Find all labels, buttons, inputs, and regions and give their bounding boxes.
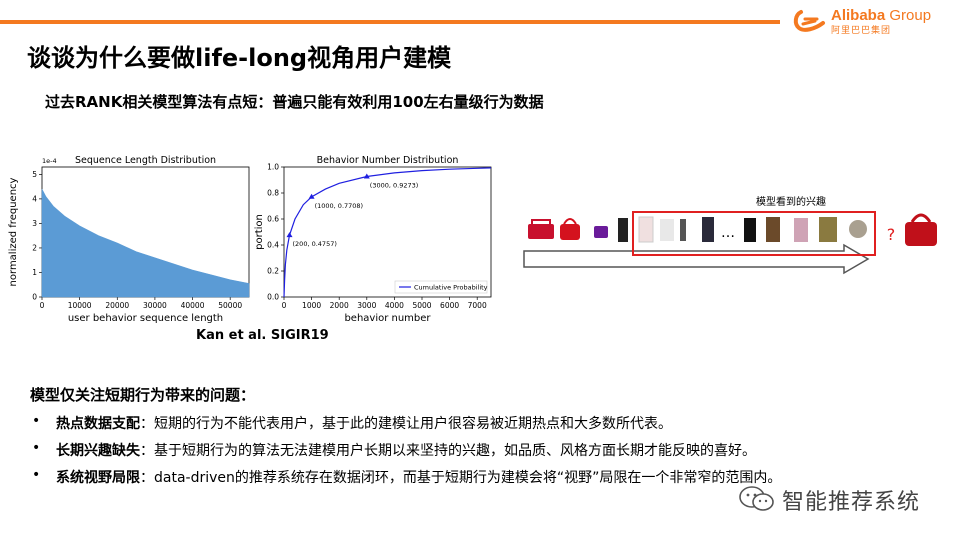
bullet-term: 热点数据支配 — [56, 416, 140, 432]
x-tick-label: 3000 — [357, 301, 376, 310]
watermark-text: 智能推荐系统 — [782, 490, 921, 515]
x-tick-label: 30000 — [143, 301, 167, 310]
sequence-ellipsis: … — [721, 225, 735, 241]
logo-cn-text: 阿里巴巴集团 — [831, 26, 892, 36]
data-point-label: (200, 0.4757) — [293, 240, 337, 248]
data-point-marker — [308, 193, 315, 199]
model-view-highlight-box — [632, 211, 876, 256]
x-axis-label: user behavior sequence length — [68, 313, 223, 324]
x-tick-label: 7000 — [468, 301, 487, 310]
product-thumbnail — [794, 218, 808, 242]
section-heading: 模型仅关注短期行为带来的问题： — [30, 386, 256, 404]
product-thumbnail — [744, 218, 756, 242]
timeline-arrow-icon — [523, 243, 870, 275]
product-thumbnail — [819, 217, 837, 242]
x-tick-label: 4000 — [385, 301, 404, 310]
citation: Kan et al. SIGIR19 — [196, 328, 329, 343]
bullet-term: 长期兴趣缺失 — [56, 443, 140, 459]
bullet-marker: • — [32, 440, 41, 456]
page-title: 谈谈为什么要做life-long视角用户建模 — [27, 44, 452, 72]
data-point-marker — [363, 173, 370, 179]
product-thumbnail — [910, 213, 932, 223]
product-thumbnail — [528, 224, 554, 239]
y-tick-label: 3 — [32, 219, 37, 228]
y-scale-label: 1e-4 — [42, 157, 57, 165]
product-thumbnail — [702, 217, 714, 242]
legend-label: Cumulative Probability — [414, 284, 488, 292]
alibaba-group-logo: Alibaba Group 阿里巴巴集团 — [793, 6, 953, 36]
wechat-icon — [739, 486, 774, 511]
y-tick-label: 1 — [32, 268, 37, 277]
y-tick-label: 0.8 — [267, 189, 279, 198]
x-tick-label: 0 — [40, 301, 45, 310]
chart-title: Behavior Number Distribution — [317, 155, 459, 166]
chart-legend — [394, 280, 488, 294]
y-tick-label: 5 — [32, 170, 37, 179]
product-thumbnail — [560, 224, 580, 240]
plot-frame — [283, 166, 492, 298]
list-item: • 系统视野局限：data-driven的推荐系统存在数据闭环，而基于短期行为建… — [32, 467, 932, 494]
alibaba-logo-icon — [793, 10, 825, 32]
product-thumbnail — [618, 218, 628, 242]
model-interest-label: 模型看到的兴趣 — [756, 195, 826, 208]
logo-group-text: Group — [889, 7, 932, 24]
logo-text: Alibaba — [831, 7, 886, 24]
product-thumbnails — [528, 213, 937, 246]
product-thumbnail — [594, 226, 608, 238]
y-tick-label: 0.4 — [267, 241, 279, 250]
x-axis-label: behavior number — [344, 313, 431, 324]
product-thumbnail — [766, 217, 780, 242]
list-item: • 热点数据支配：短期的行为不能代表用户，基于此的建模让用户很容易被近期热点和大… — [32, 413, 932, 440]
behavior-number-chart: 0 1000 2000 3000 4000 5000 6000 7000 0.0 0.2 0.4 0.… — [252, 150, 497, 325]
x-tick-label: 6000 — [440, 301, 459, 310]
bullet-text: ：data-driven的推荐系统存在数据闭环，而基于短期行为建模会将“视野”局… — [140, 470, 782, 486]
x-tick-label: 10000 — [68, 301, 92, 310]
wechat-watermark: 智能推荐系统 — [738, 482, 938, 516]
y-tick-label: 0.6 — [267, 215, 279, 224]
bullet-marker: • — [32, 413, 41, 429]
y-tick-label: 0.2 — [267, 267, 279, 276]
behavior-sequence-illustration: 模型看到的兴趣 … ? — [522, 192, 942, 277]
x-tick-label: 0 — [282, 301, 287, 310]
bullet-marker: • — [32, 467, 41, 483]
y-tick-label: 0.0 — [267, 293, 279, 302]
product-thumbnail — [638, 216, 654, 243]
distribution-area — [41, 188, 250, 298]
bullet-text: ：基于短期行为的算法无法建模用户长期以来坚持的兴趣，如品质、风格方面长期才能反映… — [140, 443, 756, 459]
product-thumbnail — [563, 218, 577, 225]
x-tick-label: 1000 — [302, 301, 321, 310]
prediction-question-mark: ? — [887, 225, 896, 244]
product-thumbnail — [680, 219, 686, 241]
slide-subtitle: 过去RANK相关模型算法有点短：普遍只能有效利用100左右量级行为数据 — [45, 93, 544, 111]
chart-title: Sequence Length Distribution — [75, 155, 216, 166]
list-item: • 长期兴趣缺失：基于短期行为的算法无法建模用户长期以来坚持的兴趣，如品质、风格… — [32, 440, 932, 467]
sequence-length-chart: 0 10000 20000 30000 40000 50000 0 1 2 3 4 5 Sequence… — [8, 150, 255, 325]
data-point-label: (1000, 0.7708) — [315, 202, 364, 210]
y-tick-label: 4 — [32, 194, 37, 203]
x-tick-label: 50000 — [218, 301, 242, 310]
x-tick-label: 20000 — [105, 301, 129, 310]
y-axis-label: portion — [254, 214, 265, 250]
cumulative-probability-line — [283, 167, 492, 298]
x-tick-label: 40000 — [181, 301, 205, 310]
data-point-label: (3000, 0.9273) — [370, 181, 419, 189]
y-tick-label: 1.0 — [267, 163, 279, 172]
y-axis-label: normalized frequency — [8, 177, 19, 286]
x-tick-label: 2000 — [330, 301, 349, 310]
bullet-term: 系统视野局限 — [56, 470, 140, 486]
header-rule — [0, 20, 780, 24]
product-thumbnail — [849, 220, 867, 238]
x-tick-label: 5000 — [412, 301, 431, 310]
data-point-marker — [286, 232, 293, 238]
product-thumbnail — [660, 219, 674, 241]
bullet-text: ：短期的行为不能代表用户，基于此的建模让用户很容易被近期热点和大多数所代表。 — [140, 416, 672, 432]
y-tick-label: 0 — [32, 293, 37, 302]
product-thumbnail — [531, 219, 551, 226]
issue-list: • 热点数据支配：短期的行为不能代表用户，基于此的建模让用户很容易被近期热点和大… — [32, 413, 932, 494]
y-tick-label: 2 — [32, 243, 37, 252]
product-thumbnail — [905, 222, 937, 246]
